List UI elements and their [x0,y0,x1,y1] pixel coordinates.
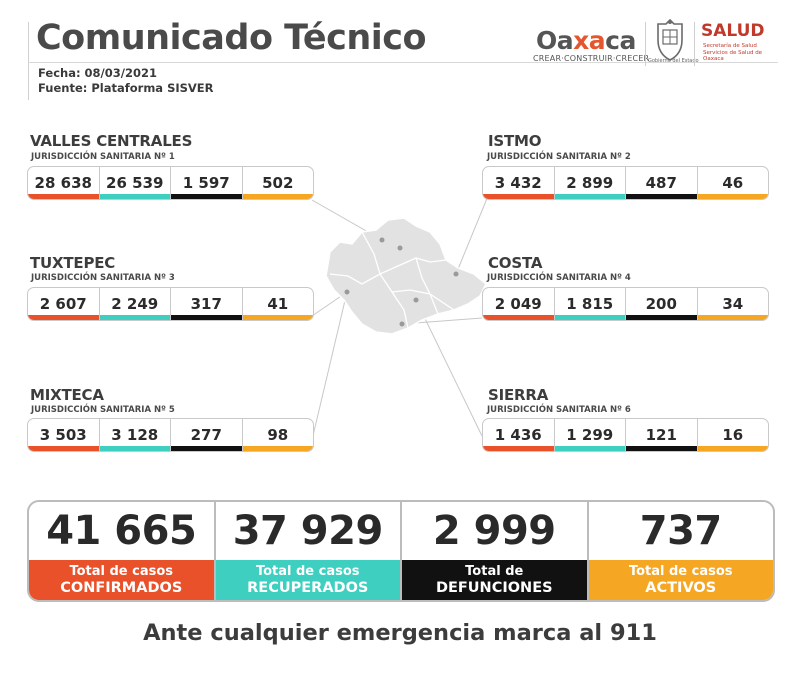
stat-defunciones: 121 [626,419,698,451]
state-seal-icon [657,18,683,61]
stat-recuperados: 1 815 [554,288,626,320]
logo-divider [694,22,695,66]
region-jurisdiction: JURISDICCIÓN SANITARIA Nº 4 [487,273,631,283]
region-name-sierra: SIERRA [488,386,549,404]
region-jurisdiction: JURISDICCIÓN SANITARIA Nº 1 [31,152,175,162]
region-stats-tuxtepec: 2 607 2 249 317 41 [27,287,314,321]
region-stats-mixteca: 3 503 3 128 277 98 [27,418,314,452]
page-title: Comunicado Técnico [36,18,427,58]
stat-activos: 34 [697,288,769,320]
total-defunciones-label: Total de DEFUNCIONES [402,560,587,600]
stat-defunciones: 277 [171,419,243,451]
salud-logo: SALUD [701,21,765,41]
total-recuperados: 37 929 Total de casos RECUPERADOS [215,502,402,600]
stat-activos: 98 [242,419,314,451]
report-source: Fuente: Plataforma SISVER [38,81,214,95]
region-name-istmo: ISTMO [488,132,542,150]
total-confirmados: 41 665 Total de casos CONFIRMADOS [29,502,216,600]
stat-defunciones: 487 [626,167,698,199]
oaxaca-map [325,217,487,335]
stat-recuperados: 2 249 [99,288,171,320]
region-stats-istmo: 3 432 2 899 487 46 [482,166,769,200]
total-activos: 737 Total de casos ACTIVOS [588,502,773,600]
region-stats-costa: 2 049 1 815 200 34 [482,287,769,321]
region-name-costa: COSTA [488,254,543,272]
region-jurisdiction: JURISDICCIÓN SANITARIA Nº 3 [31,273,175,283]
total-recuperados-value: 37 929 [232,508,384,554]
stat-defunciones: 200 [626,288,698,320]
salud-subtitle: Secretaría de Salud Servicios de Salud d… [703,43,763,62]
emergency-message: Ante cualquier emergencia marca al 911 [143,620,657,646]
report-date: Fecha: 08/03/2021 [38,66,157,80]
logo-divider [645,22,646,66]
oaxaca-tagline: CREAR·CONSTRUIR·CRECER [533,54,650,63]
total-defunciones: 2 999 Total de DEFUNCIONES [402,502,589,600]
stat-recuperados: 2 899 [554,167,626,199]
region-stats-valles-centrales: 28 638 26 539 1 597 502 [27,166,314,200]
total-recuperados-label: Total de casos RECUPERADOS [215,560,400,600]
oaxaca-logo: Oaxaca [536,26,636,55]
stat-confirmados: 3 503 [28,419,100,451]
region-stats-sierra: 1 436 1 299 121 16 [482,418,769,452]
totals-panel: 41 665 Total de casos CONFIRMADOS 37 929… [27,500,775,602]
stat-recuperados: 26 539 [99,167,171,199]
region-name-valles-centrales: VALLES CENTRALES [30,132,193,150]
region-name-tuxtepec: TUXTEPEC [30,254,116,272]
header-divider-vertical [28,22,29,100]
stat-activos: 41 [242,288,314,320]
region-name-mixteca: MIXTECA [30,386,104,404]
total-confirmados-label: Total de casos CONFIRMADOS [29,560,214,600]
stat-activos: 502 [242,167,314,199]
stat-confirmados: 1 436 [483,419,555,451]
stat-activos: 46 [697,167,769,199]
stat-confirmados: 3 432 [483,167,555,199]
seal-caption: Gobierno del Estado [648,58,699,64]
stat-defunciones: 317 [171,288,243,320]
stat-recuperados: 1 299 [554,419,626,451]
total-activos-label: Total de casos ACTIVOS [588,560,773,600]
total-confirmados-value: 41 665 [46,508,197,554]
stat-confirmados: 2 607 [28,288,100,320]
stat-defunciones: 1 597 [171,167,243,199]
header-divider [28,62,778,63]
total-activos-value: 737 [639,508,722,554]
stat-recuperados: 3 128 [99,419,171,451]
total-defunciones-value: 2 999 [432,508,556,554]
stat-confirmados: 2 049 [483,288,555,320]
region-jurisdiction: JURISDICCIÓN SANITARIA Nº 5 [31,405,175,415]
region-jurisdiction: JURISDICCIÓN SANITARIA Nº 2 [487,152,631,162]
stat-confirmados: 28 638 [28,167,100,199]
region-jurisdiction: JURISDICCIÓN SANITARIA Nº 6 [487,405,631,415]
stat-activos: 16 [697,419,769,451]
